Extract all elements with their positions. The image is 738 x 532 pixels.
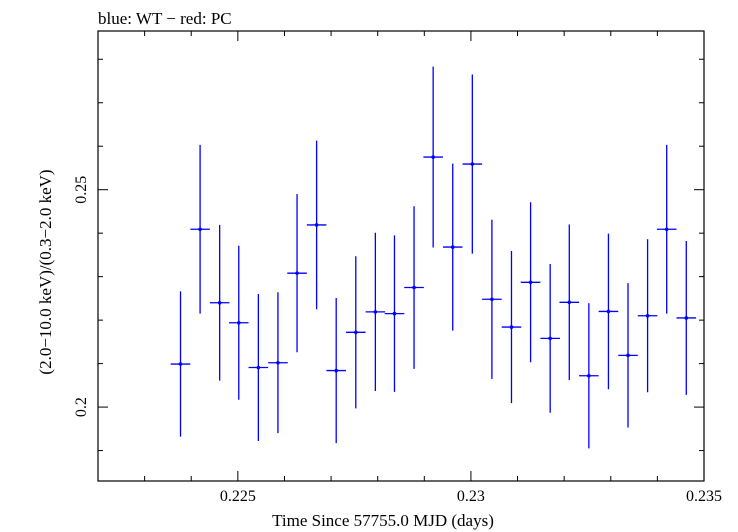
data-point [482, 219, 502, 379]
data-point [326, 297, 346, 444]
x-tick-label: 0.235 [686, 488, 722, 505]
data-point [423, 66, 443, 248]
point-marker [587, 373, 591, 378]
point-marker [431, 155, 435, 159]
data-point [384, 235, 405, 392]
point-marker [528, 280, 533, 285]
point-marker [256, 365, 261, 370]
data-point [345, 256, 366, 409]
data-point [442, 163, 463, 331]
data-point [190, 144, 210, 314]
data-point [559, 224, 580, 381]
point-marker [567, 300, 572, 305]
chart-title: blue: WT − red: PC [98, 9, 232, 28]
point-marker [217, 300, 222, 305]
point-marker [664, 227, 669, 232]
point-marker [236, 320, 241, 325]
point-marker [353, 330, 358, 335]
point-marker [198, 227, 202, 232]
data-point [501, 251, 522, 404]
data-point [209, 224, 230, 381]
y-tick-label: 0.2 [73, 397, 90, 417]
point-marker [548, 336, 552, 341]
x-tick-label: 0.23 [457, 488, 485, 505]
point-marker [450, 245, 455, 249]
point-marker [626, 353, 630, 358]
data-point [404, 206, 424, 369]
point-marker [684, 316, 689, 320]
x-axis-label: Time Since 57755.0 MJD (days) [272, 511, 494, 530]
data-point [462, 74, 483, 254]
data-point [306, 140, 327, 310]
data-point [676, 241, 697, 395]
data-point [540, 264, 560, 413]
point-marker [645, 313, 650, 318]
point-marker [509, 325, 514, 329]
x-tick-label: 0.225 [220, 488, 256, 505]
point-marker [334, 368, 339, 373]
data-point [618, 283, 638, 428]
point-marker [412, 285, 416, 290]
point-marker [314, 223, 319, 227]
point-marker [470, 162, 475, 166]
point-marker [276, 360, 280, 365]
data-point [365, 232, 386, 391]
data-point [656, 144, 677, 314]
data-point [248, 294, 269, 441]
plot-frame [97, 30, 705, 482]
data-point [598, 233, 619, 390]
data-point [228, 245, 249, 400]
y-axis-label: (2.0−10.0 keV)/(0.3−2.0 keV) [36, 169, 55, 374]
point-marker [373, 310, 378, 314]
data-point [579, 303, 599, 449]
point-marker [392, 311, 397, 316]
point-marker [606, 309, 611, 314]
data-point [287, 194, 307, 353]
point-marker [295, 271, 299, 275]
y-tick-label: 0.25 [73, 176, 90, 204]
data-point [268, 292, 288, 434]
data-point [637, 239, 658, 393]
data-point [170, 291, 191, 437]
data-point [520, 202, 541, 363]
point-marker [490, 297, 494, 302]
point-marker [178, 362, 183, 366]
